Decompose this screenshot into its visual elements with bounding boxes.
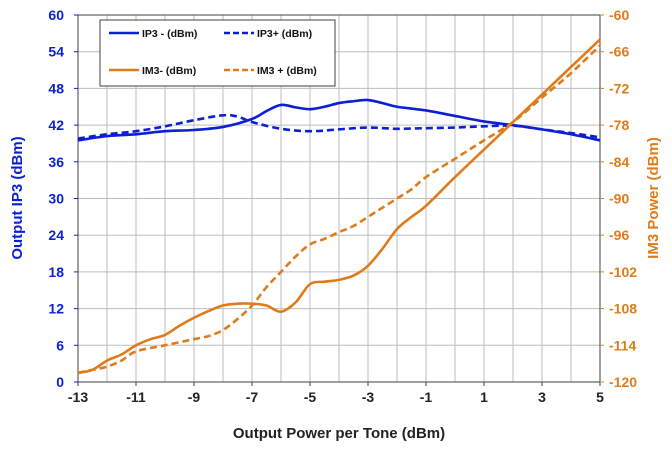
y-tick-label: 30 <box>48 191 64 207</box>
legend-box <box>99 19 336 87</box>
legend-label: IP3+ (dBm) <box>257 28 312 40</box>
x-tick-label: -1 <box>420 389 433 405</box>
y2-tick-label: -60 <box>609 7 629 23</box>
x-axis-title: Output Power per Tone (dBm) <box>233 425 445 442</box>
y2-tick-label: -66 <box>609 44 629 60</box>
y-tick-label: 48 <box>48 80 64 96</box>
y2-tick-label: -108 <box>609 301 637 317</box>
y-tick-label: 36 <box>48 154 64 170</box>
x-tick-label: 3 <box>538 389 546 405</box>
y-tick-label: 6 <box>56 337 64 353</box>
series-line-im3-dbm <box>77 44 601 375</box>
y2-tick-label: -102 <box>609 264 637 280</box>
legend: IP3 - (dBm) IP3+ (dBm) IM3- (dBm) IM3 + (dB… <box>99 19 336 87</box>
legend-label: IM3 + (dBm) <box>257 65 317 77</box>
y-tick-label: 54 <box>48 44 64 60</box>
y-tick-label: 18 <box>48 264 64 280</box>
legend-label: IP3 - (dBm) <box>142 28 197 40</box>
x-tick-label: -7 <box>246 389 259 405</box>
x-tick-label: -5 <box>304 389 317 405</box>
y2-tick-label: -72 <box>609 80 629 96</box>
series-line-ip3-dbm <box>77 113 601 140</box>
x-tick-label: 5 <box>596 389 604 405</box>
y2-axis-title: IM3 Power (dBm) <box>645 137 662 259</box>
y-tick-label: 12 <box>48 301 64 317</box>
y2-tick-label: -96 <box>609 227 629 243</box>
x-tick-label: -3 <box>362 389 375 405</box>
y-tick-label: 60 <box>48 7 64 23</box>
axes: -13 -11 -9 -7 -5 -3 -1 1 3 506121824303642485460-… <box>48 7 637 405</box>
series-line-im3-dbm <box>77 38 601 375</box>
y2-tick-label: -120 <box>609 374 637 390</box>
legend-label: IM3- (dBm) <box>142 65 196 77</box>
series-line-ip3-dbm <box>77 98 601 142</box>
y2-tick-label: -78 <box>609 117 629 133</box>
y2-tick-label: -84 <box>609 154 629 170</box>
y-tick-label: 0 <box>56 374 64 390</box>
x-tick-label: -9 <box>188 389 201 405</box>
y2-tick-label: -90 <box>609 191 629 207</box>
y-tick-label: 24 <box>48 227 64 243</box>
x-tick-label: 1 <box>480 389 488 405</box>
y-axis-title: Output IP3 (dBm) <box>9 136 26 259</box>
series-lines <box>77 38 601 375</box>
y-tick-label: 42 <box>48 117 64 133</box>
y2-tick-label: -114 <box>609 337 636 353</box>
x-tick-label: -13 <box>68 389 88 405</box>
x-tick-label: -11 <box>126 389 146 405</box>
